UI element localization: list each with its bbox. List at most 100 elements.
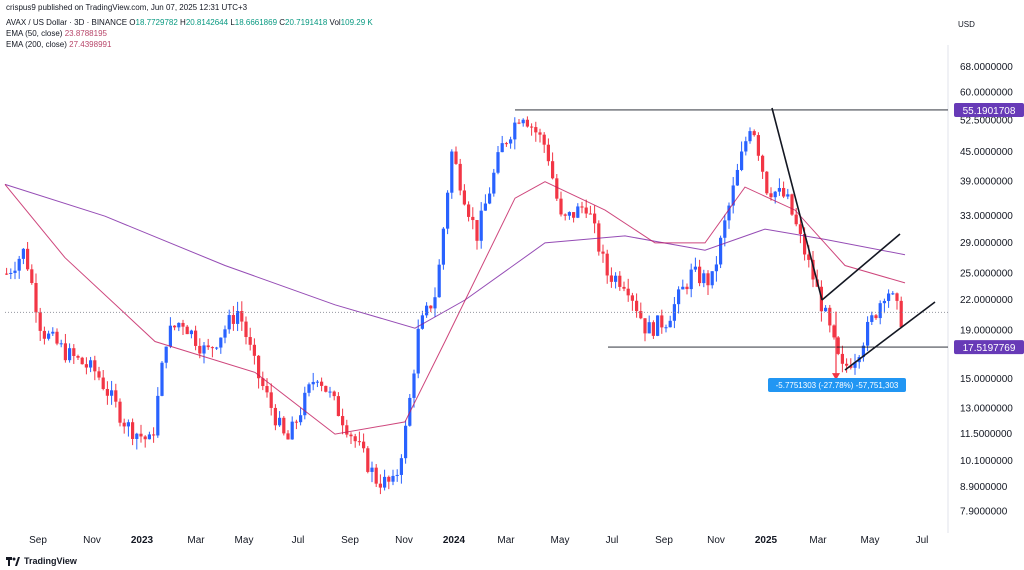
candle-body <box>320 381 324 386</box>
measure-label: -5.7751303 (-27.78%) -57,751,303 <box>776 381 899 390</box>
x-tick-label: Jul <box>606 535 619 546</box>
x-tick-label: May <box>235 535 254 546</box>
candle-body <box>311 381 315 385</box>
candle-body <box>740 151 744 170</box>
candle-body <box>366 448 370 472</box>
x-tick-label: 2023 <box>131 535 154 546</box>
candle-body <box>240 311 244 322</box>
candle-body <box>710 271 714 286</box>
candle-body <box>664 327 668 329</box>
x-tick-label: Mar <box>497 535 515 546</box>
candle-body <box>349 434 353 437</box>
candle-body <box>765 171 769 194</box>
candle-body <box>135 433 139 439</box>
close-value: 20.7191418 <box>285 18 328 27</box>
level-badge-label: 17.5197769 <box>963 343 1016 354</box>
candle-body <box>630 295 634 301</box>
candle-body <box>59 343 63 345</box>
candle-body <box>21 248 25 259</box>
candle-body <box>63 343 67 361</box>
candle-body <box>34 283 38 313</box>
candle-body <box>870 315 874 322</box>
candle-body <box>479 210 483 241</box>
candle-body <box>93 360 97 372</box>
candle-body <box>55 331 59 344</box>
candle-body <box>836 337 840 354</box>
x-tick-label: Sep <box>29 535 47 546</box>
trend-line <box>821 233 901 301</box>
candle-body <box>782 187 786 197</box>
candle-body <box>467 204 471 217</box>
candle-body <box>576 206 580 218</box>
x-tick-label: Nov <box>395 535 413 546</box>
ema50-value: 23.8788195 <box>64 29 107 38</box>
candle-body <box>530 126 534 128</box>
ema50-legend[interactable]: EMA (50, close) 23.8788195 <box>6 29 107 39</box>
candle-body <box>118 401 122 423</box>
tradingview-logo[interactable]: TradingView <box>6 556 77 566</box>
candle-body <box>273 407 277 426</box>
candle-body <box>563 214 567 216</box>
candle-body <box>219 337 223 348</box>
x-tick-label: Sep <box>341 535 359 546</box>
candle-body <box>105 388 109 396</box>
candle-body <box>68 348 72 361</box>
candle-body <box>845 363 849 366</box>
candle-body <box>496 152 500 173</box>
candle-body <box>509 139 513 144</box>
candle-body <box>164 346 168 363</box>
candle-body <box>38 312 42 331</box>
candle-body <box>282 417 286 434</box>
candle-body <box>731 185 735 206</box>
y-tick-label: 45.0000000 <box>960 147 1013 158</box>
candle-body <box>719 237 723 265</box>
candle-body <box>84 364 88 368</box>
candle-body <box>223 329 227 338</box>
candle-body <box>17 258 21 271</box>
candle-body <box>412 373 416 398</box>
candle-body <box>395 474 399 476</box>
candle-body <box>660 315 664 328</box>
candle-body <box>425 305 429 316</box>
close-label: C <box>279 18 286 27</box>
symbol-label[interactable]: AVAX / US Dollar · 3D · BINANCE <box>6 18 128 27</box>
candle-body <box>748 131 752 142</box>
y-tick-label: 29.0000000 <box>960 238 1013 249</box>
candle-body <box>517 122 521 124</box>
candle-body <box>887 293 891 301</box>
candle-body <box>597 223 601 252</box>
candle-body <box>483 203 487 211</box>
candle-body <box>202 345 206 354</box>
candle-body <box>303 392 307 416</box>
candle-body <box>286 433 290 440</box>
candle-body <box>131 422 135 439</box>
candle-body <box>567 212 571 216</box>
candle-body <box>777 187 781 192</box>
candle-body <box>849 365 853 368</box>
candle-body <box>551 161 555 179</box>
candle-body <box>362 441 366 449</box>
candle-body <box>114 390 118 402</box>
candle-body <box>593 213 597 224</box>
level-badge <box>954 102 1024 117</box>
candle-body <box>336 396 340 417</box>
candle-body <box>72 348 76 356</box>
candle-body <box>832 325 836 338</box>
candle-body <box>189 330 193 335</box>
candle-body <box>521 119 525 124</box>
low-label: L <box>230 18 235 27</box>
candle-body <box>513 122 517 140</box>
candle-body <box>803 233 807 255</box>
candle-body <box>416 328 420 374</box>
candle-body <box>51 331 55 334</box>
low-value: 18.6661869 <box>234 18 278 27</box>
ohlc-legend: AVAX / US Dollar · 3D · BINANCE O18.7729… <box>6 18 373 28</box>
candle-body <box>471 216 475 221</box>
candle-body <box>618 275 622 287</box>
x-tick-label: 2025 <box>755 535 778 546</box>
ema200-legend[interactable]: EMA (200, close) 27.4398991 <box>6 40 111 50</box>
candle-body <box>173 325 177 328</box>
candle-body <box>504 143 508 145</box>
candle-body <box>647 322 651 334</box>
